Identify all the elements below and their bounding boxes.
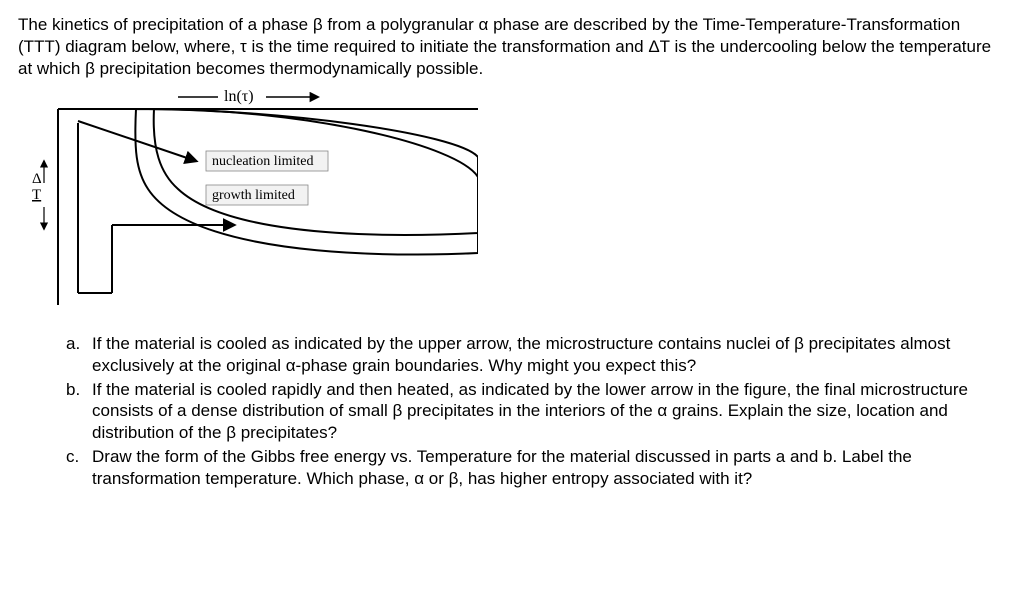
question-c: c. Draw the form of the Gibbs free energ…	[66, 446, 1006, 490]
svg-text:nucleation limited: nucleation limited	[212, 154, 313, 169]
question-label: b.	[66, 379, 92, 444]
question-body: If the material is cooled rapidly and th…	[92, 379, 1006, 444]
question-b: b. If the material is cooled rapidly and…	[66, 379, 1006, 444]
svg-text:Δ: Δ	[32, 171, 42, 187]
svg-text:ln(τ): ln(τ)	[224, 89, 254, 105]
svg-text:growth limited: growth limited	[212, 188, 295, 203]
ttt-svg: ln(τ) ΔTnucleation limited growth limited	[18, 89, 478, 315]
svg-text:T: T	[32, 187, 41, 203]
question-label: c.	[66, 446, 92, 490]
question-body: If the material is cooled as indicated b…	[92, 333, 1006, 377]
intro-paragraph: The kinetics of precipitation of a phase…	[18, 14, 1006, 79]
ttt-diagram: ln(τ) ΔTnucleation limited growth limited	[18, 89, 1006, 321]
question-a: a. If the material is cooled as indicate…	[66, 333, 1006, 377]
question-body: Draw the form of the Gibbs free energy v…	[92, 446, 1006, 490]
question-list: a. If the material is cooled as indicate…	[18, 333, 1006, 489]
question-label: a.	[66, 333, 92, 377]
